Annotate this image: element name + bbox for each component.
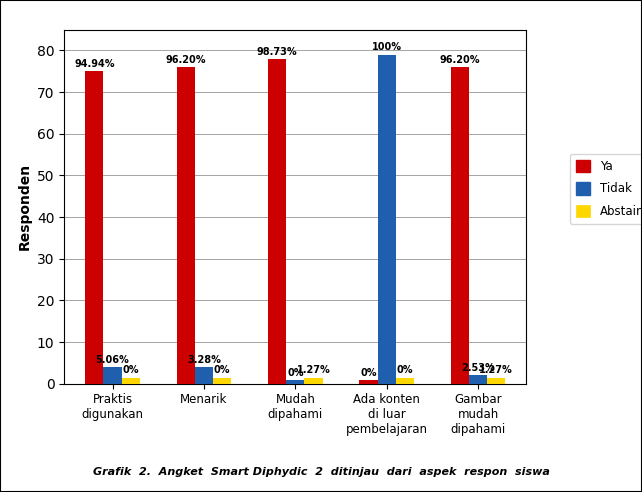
Text: 98.73%: 98.73% — [257, 47, 297, 57]
Legend: Ya, Tidak, Abstain: Ya, Tidak, Abstain — [570, 154, 642, 224]
Text: 0%: 0% — [123, 366, 139, 375]
Bar — [360, 380, 377, 384]
Bar — [177, 67, 195, 384]
Bar — [195, 367, 213, 384]
Bar — [487, 377, 505, 384]
Text: 0%: 0% — [360, 368, 377, 377]
Y-axis label: Responden: Responden — [17, 163, 31, 250]
Bar — [213, 377, 231, 384]
Text: 96.20%: 96.20% — [166, 55, 206, 65]
Text: 100%: 100% — [372, 42, 402, 53]
Bar — [268, 59, 286, 384]
Text: 1.27%: 1.27% — [297, 366, 331, 375]
Text: 3.28%: 3.28% — [187, 355, 221, 365]
Bar — [469, 375, 487, 384]
Text: Grafik  2.  Angket  Smart Diphydic  2  ditinjau  dari  aspek  respon  siswa: Grafik 2. Angket Smart Diphydic 2 ditinj… — [92, 467, 550, 477]
Bar — [122, 377, 140, 384]
Bar — [451, 67, 469, 384]
Text: 2.53%: 2.53% — [461, 363, 495, 373]
Text: 0%: 0% — [214, 366, 230, 375]
Text: 5.06%: 5.06% — [96, 355, 130, 365]
Text: 1.27%: 1.27% — [480, 366, 513, 375]
Bar — [304, 377, 323, 384]
Text: 0%: 0% — [397, 366, 413, 375]
Bar — [396, 377, 414, 384]
Bar — [85, 71, 103, 384]
Bar — [377, 55, 396, 384]
Text: 96.20%: 96.20% — [440, 55, 480, 65]
Text: 94.94%: 94.94% — [74, 59, 114, 69]
Text: 0%: 0% — [287, 368, 304, 377]
Bar — [103, 367, 122, 384]
Bar — [286, 380, 304, 384]
